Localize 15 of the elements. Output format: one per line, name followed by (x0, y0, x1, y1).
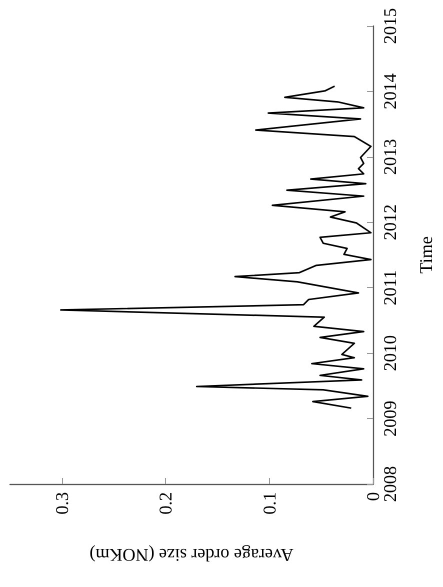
y-tick-label: 2015 (380, 8, 400, 44)
y-tick-label: 2012 (380, 204, 400, 240)
y-tick-label: 2014 (380, 73, 400, 110)
y-axis-title: Time (416, 236, 436, 274)
x-tick-label: 0.2 (156, 492, 176, 514)
y-tick-label: 2008 (380, 466, 400, 502)
y-tick-label: 2010 (380, 335, 400, 372)
y-tick-label: 2011 (380, 270, 400, 306)
x-tick-label: 0.3 (52, 492, 72, 514)
x-tick-label: 0.1 (259, 492, 280, 514)
x-axis-title: Average order size (NOKm) (89, 545, 294, 565)
x-tick-label: 0 (363, 492, 383, 501)
y-tick-label: 2009 (380, 400, 400, 437)
y-tick-label: 2013 (380, 138, 400, 175)
line-series (60, 85, 372, 409)
